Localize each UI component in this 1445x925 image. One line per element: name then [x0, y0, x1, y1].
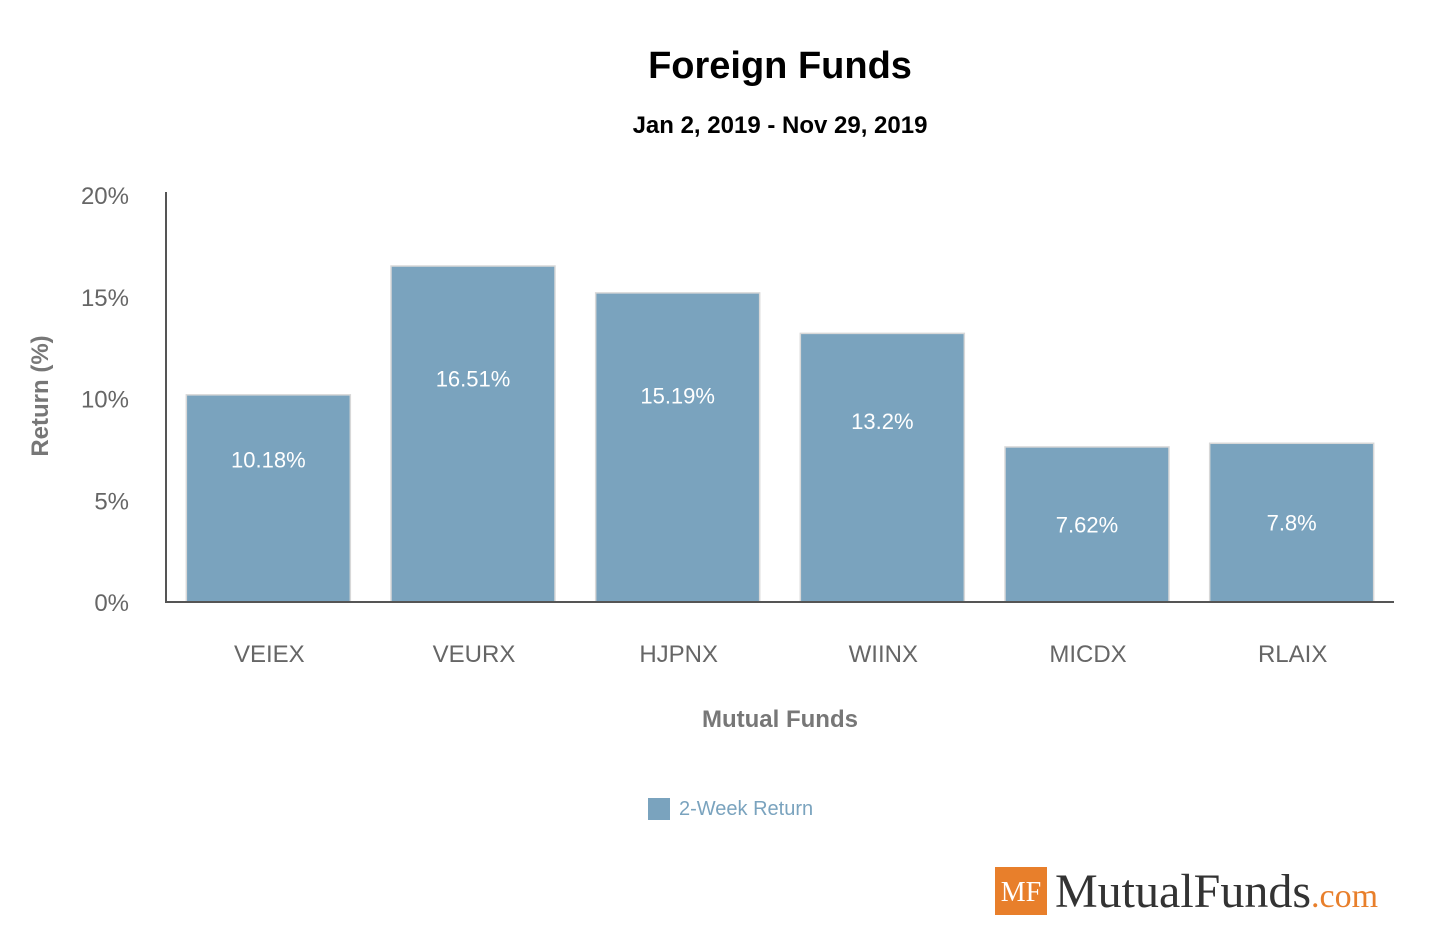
- y-tick-label: 15%: [81, 285, 129, 312]
- bar-veurx: [390, 265, 556, 603]
- brand-badge-text: MF: [1001, 877, 1041, 908]
- legend-swatch: [648, 798, 670, 820]
- data-label-micdx: 7.62%: [1056, 512, 1118, 537]
- y-tick-label: 5%: [94, 488, 129, 515]
- bar-hjpnx: [594, 292, 761, 603]
- data-label-rlaix: 7.8%: [1267, 511, 1317, 536]
- chart-subtitle: Jan 2, 2019 - Nov 29, 2019: [633, 112, 928, 139]
- brand-name: MutualFunds: [1055, 865, 1311, 918]
- x-tick-label: VEURX: [433, 641, 516, 668]
- bar-micdx: [1004, 446, 1170, 603]
- bar-wiinx: [799, 332, 966, 603]
- x-tick-label: VEIEX: [234, 641, 305, 668]
- bar-veiex: [185, 394, 352, 603]
- x-axis-ticks: VEIEX VEURX HJPNX WIINX MICDX RLAIX: [234, 641, 1327, 668]
- brand-logo: MF MutualFunds.com: [995, 865, 1378, 918]
- data-label-veurx: 16.51%: [436, 366, 511, 391]
- data-label-veiex: 10.18%: [231, 447, 306, 472]
- x-tick-label: HJPNX: [639, 641, 718, 668]
- x-tick-label: WIINX: [849, 641, 918, 668]
- y-tick-label: 20%: [81, 183, 129, 210]
- x-tick-label: RLAIX: [1258, 641, 1327, 668]
- data-label-hjpnx: 15.19%: [640, 383, 715, 408]
- bar-labels: 10.18% 16.51% 15.19% 13.2% 7.62% 7.8%: [231, 366, 1317, 537]
- legend: 2-Week Return: [648, 798, 813, 820]
- bars: [185, 265, 1375, 603]
- chart-title: Foreign Funds: [648, 45, 912, 87]
- y-axis-ticks: 0% 5% 10% 15% 20%: [81, 183, 129, 617]
- y-tick-label: 10%: [81, 387, 129, 414]
- brand-badge: [995, 867, 1047, 915]
- brand-wordmark: MutualFunds.com: [1055, 865, 1378, 918]
- brand-suffix: .com: [1311, 878, 1378, 915]
- x-axis-title: Mutual Funds: [702, 706, 858, 733]
- bar-rlaix: [1208, 442, 1375, 603]
- data-label-wiinx: 13.2%: [851, 409, 913, 434]
- y-axis-title: Return (%): [27, 335, 54, 456]
- y-tick-label: 0%: [94, 590, 129, 617]
- x-tick-label: MICDX: [1049, 641, 1126, 668]
- legend-label: 2-Week Return: [679, 798, 813, 820]
